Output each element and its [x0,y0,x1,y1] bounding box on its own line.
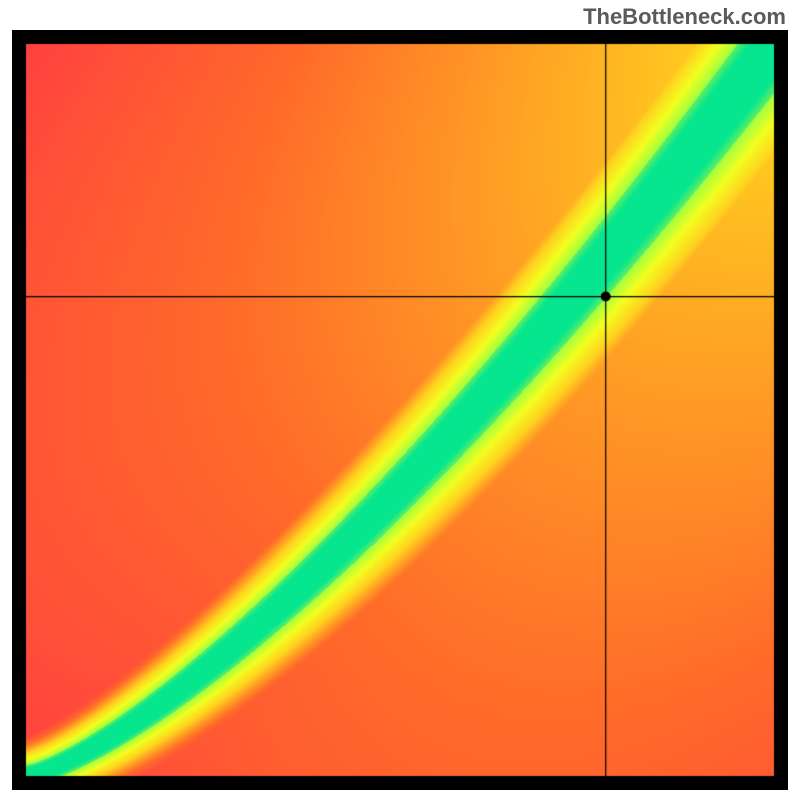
chart-container: TheBottleneck.com [0,0,800,800]
watermark-text: TheBottleneck.com [583,4,786,30]
heatmap-canvas [12,30,788,790]
heatmap-plot [12,30,788,790]
